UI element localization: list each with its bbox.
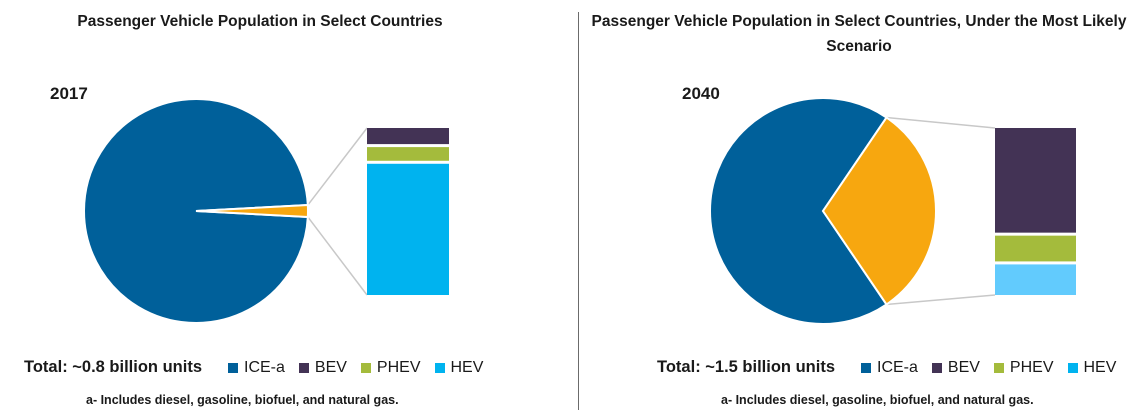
legend-label: ICE-a: [877, 358, 918, 376]
chart-panel-2040: Passenger Vehicle Population in Select C…: [579, 0, 1139, 414]
panel-divider: [578, 12, 579, 410]
breakdown-bar-phev: [995, 235, 1076, 262]
legend-label: ICE-a: [244, 358, 285, 376]
legend: Total: ~1.5 billion units ICE-a BEV PHEV…: [657, 358, 1130, 377]
legend-label: HEV: [450, 358, 484, 376]
breakdown-bar-bev: [995, 128, 1076, 233]
legend-label: PHEV: [376, 358, 421, 376]
legend-swatch-hev: [1067, 362, 1078, 373]
legend-item-phev: PHEV: [993, 358, 1054, 377]
legend-item-hev: HEV: [434, 358, 484, 377]
legend-swatch-bev: [298, 362, 309, 373]
pie-slice-other: [821, 116, 937, 306]
legend-swatch-ice: [228, 362, 238, 373]
connector-line-bottom: [886, 294, 996, 306]
pie-chart-2017: [83, 98, 449, 324]
connector-line-top: [886, 116, 996, 129]
legend-swatch-phev: [993, 362, 1004, 373]
legend-item-phev: PHEV: [360, 358, 421, 377]
breakdown-bar-phev: [367, 147, 449, 161]
legend-label: BEV: [947, 358, 980, 376]
legend-label: PHEV: [1009, 358, 1054, 376]
legend-swatch-bev: [931, 362, 942, 373]
year-label: 2040: [682, 84, 720, 103]
legend-swatch-hev: [434, 362, 445, 373]
connector-line-top: [307, 127, 368, 206]
breakdown-bar-bev: [367, 128, 449, 145]
legend-item-bev: BEV: [931, 358, 980, 377]
breakdown-bar-hev: [995, 264, 1076, 295]
legend-item-hev: HEV: [1067, 358, 1117, 377]
footnote: a- Includes diesel, gasoline, biofuel, a…: [86, 393, 399, 407]
legend: Total: ~0.8 billion units ICE-a BEV PHEV…: [24, 358, 497, 377]
year-label: 2017: [50, 84, 88, 103]
chart-panel-2017: Passenger Vehicle Population in Select C…: [24, 13, 497, 407]
pie-slice-ice: [709, 97, 888, 325]
legend-label: HEV: [1083, 358, 1117, 376]
chart-title: Passenger Vehicle Population in Select C…: [77, 13, 443, 30]
connector-line-bottom: [307, 216, 368, 296]
pie-slice-other: [195, 203, 309, 219]
legend-swatch-ice: [861, 362, 871, 373]
legend-item-ice: ICE-a: [861, 359, 918, 377]
total-label: Total: ~1.5 billion units: [657, 358, 835, 376]
footnote: a- Includes diesel, gasoline, biofuel, a…: [721, 393, 1034, 407]
total-label: Total: ~0.8 billion units: [24, 358, 202, 376]
breakdown-bar-hev: [367, 163, 449, 295]
legend-item-ice: ICE-a: [228, 359, 285, 377]
legend-swatch-phev: [360, 362, 371, 373]
legend-label: BEV: [314, 358, 347, 376]
pie-chart-2040: [709, 97, 1076, 325]
legend-item-bev: BEV: [298, 358, 347, 377]
chart-title: Passenger Vehicle Population in Select C…: [591, 13, 1127, 55]
